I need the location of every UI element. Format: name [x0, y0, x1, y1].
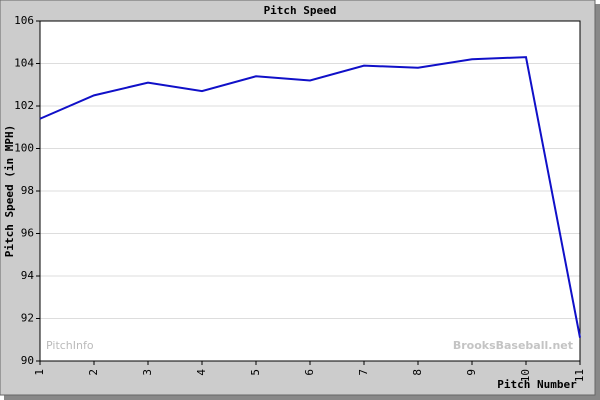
x-tick-label: 5 [249, 369, 262, 376]
x-tick-label: 4 [195, 369, 208, 376]
y-tick-label: 90 [21, 354, 34, 367]
y-tick-label: 106 [14, 14, 34, 27]
x-axis-label: Pitch Number [497, 378, 577, 391]
y-tick-label: 92 [21, 312, 34, 325]
watermark: BrooksBaseball.net [453, 339, 573, 352]
y-tick-label: 96 [21, 227, 34, 240]
y-tick-label: 102 [14, 99, 34, 112]
x-tick-label: 8 [411, 369, 424, 376]
y-tick-label: 100 [14, 142, 34, 155]
x-tick-label: 10 [519, 369, 532, 382]
data-line [39, 56, 581, 338]
x-tick-label: 6 [303, 369, 316, 376]
y-tick-label: 98 [21, 184, 34, 197]
y-tick-label: 104 [14, 57, 34, 70]
x-tick-label: 3 [141, 369, 154, 376]
plot-border [39, 20, 581, 362]
x-tick-label: 1 [33, 369, 46, 376]
x-tick-label: 9 [465, 369, 478, 376]
x-tick-label: 7 [357, 369, 370, 376]
y-tick-label: 94 [21, 269, 35, 282]
x-tick-label: 2 [87, 369, 100, 376]
y-axis-label: Pitch Speed (in MPH) [3, 125, 16, 257]
watermark: PitchInfo [46, 339, 94, 352]
x-tick-label: 11 [573, 369, 586, 382]
chart-title: Pitch Speed [264, 4, 337, 17]
